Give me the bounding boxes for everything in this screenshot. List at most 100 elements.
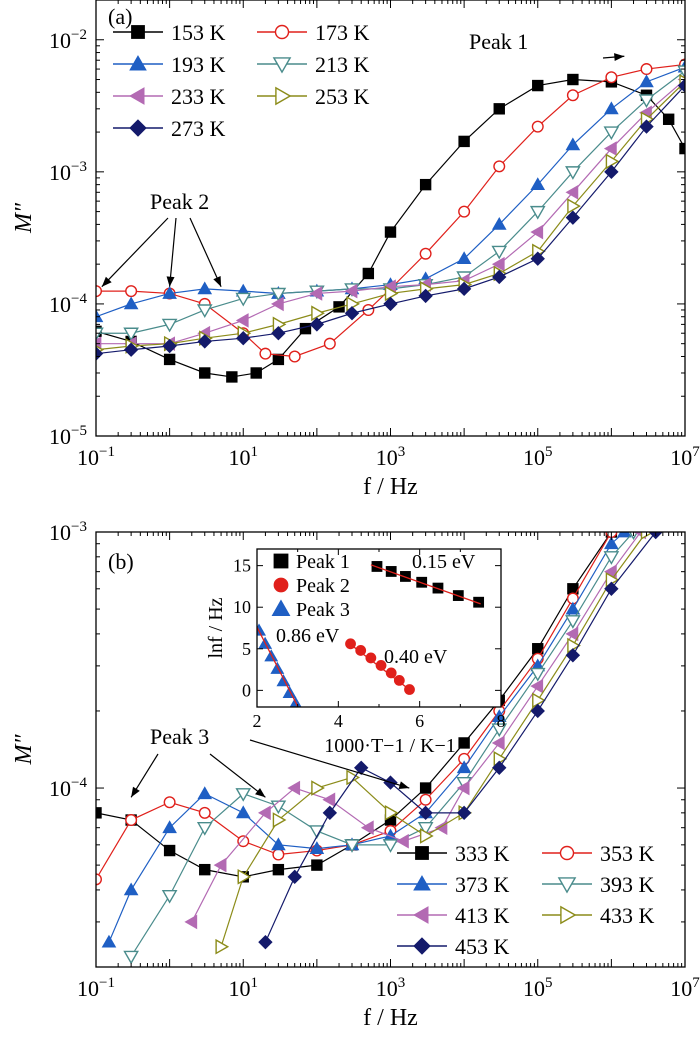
x-tick-label: 107 (670, 444, 700, 470)
inset-x-tick-label: 2 (253, 711, 262, 731)
y-axis-label: M″ (11, 734, 37, 766)
legend-marker (413, 875, 431, 891)
legend-label: 173 K (315, 20, 370, 45)
legend-label: 393 K (600, 872, 655, 897)
data-point (565, 184, 579, 200)
data-point (638, 94, 655, 109)
legend-label: 413 K (455, 903, 510, 928)
inset-legend-label: Peak 3 (296, 599, 350, 621)
y-axis-label: M″ (11, 202, 37, 234)
x-tick-label: 103 (376, 444, 406, 470)
data-point (529, 667, 546, 682)
data-point (163, 796, 176, 809)
legend-label: 453 K (455, 934, 510, 959)
legend-label: 213 K (315, 52, 370, 77)
data-point (491, 245, 508, 260)
data-point (235, 292, 252, 307)
data-point (272, 812, 287, 828)
data-point (677, 78, 685, 93)
legend-marker (129, 87, 145, 105)
data-point (491, 216, 507, 230)
inset-bg (257, 549, 501, 707)
legend-label: 353 K (600, 841, 655, 866)
data-point (458, 205, 471, 218)
annotation-arrow (209, 753, 266, 798)
data-point (604, 536, 619, 550)
data-point (259, 347, 272, 360)
inset-data-point (355, 645, 367, 656)
legend-marker (415, 846, 429, 860)
legend-label: 433 K (600, 903, 655, 928)
data-point (604, 101, 619, 115)
data-point (491, 256, 505, 272)
legend-marker (557, 877, 577, 894)
inset-legend-marker (273, 577, 289, 593)
data-point (309, 825, 325, 839)
series-line (96, 63, 685, 358)
inset-y-tick-label: 10 (233, 597, 251, 617)
legend-marker (129, 119, 147, 137)
annotation-arrow (189, 217, 222, 287)
inset-legend-marker (273, 553, 289, 569)
data-point (309, 317, 325, 332)
data-point (235, 313, 249, 328)
data-point (288, 350, 301, 363)
x-tick-label: 101 (229, 975, 259, 1001)
data-point (197, 334, 212, 349)
legend-label: 253 K (315, 84, 370, 109)
data-point (196, 822, 213, 836)
data-point (530, 678, 544, 694)
inset-data-point (375, 660, 387, 671)
data-point (603, 126, 620, 141)
inset-data-point (282, 685, 297, 698)
legend-item: 213 K (257, 52, 370, 77)
data-point (565, 210, 581, 225)
data-point (419, 793, 432, 806)
data-point (532, 692, 546, 709)
data-point (383, 296, 398, 312)
annotation-peak-1: Peak 1 (469, 29, 625, 62)
data-point (360, 820, 374, 836)
y-tick-label: 10−5 (49, 423, 87, 449)
data-point (530, 703, 545, 719)
legend-marker (129, 55, 147, 71)
data-point (309, 286, 323, 301)
series-233-K (96, 75, 685, 351)
data-point (418, 805, 433, 821)
data-point (311, 859, 323, 871)
data-point (196, 304, 213, 318)
data-point (662, 113, 675, 125)
data-point (237, 835, 250, 848)
data-point (603, 551, 620, 565)
data-point (96, 285, 102, 298)
inset-series-Peak-1 (370, 561, 485, 608)
annotation-label: Peak 1 (469, 29, 528, 54)
data-point (199, 863, 211, 876)
data-point (344, 283, 358, 299)
legend-marker (413, 906, 429, 924)
x-tick-label: 10−1 (77, 444, 115, 470)
legend-label: 193 K (171, 52, 226, 77)
data-point (323, 337, 336, 350)
data-point (226, 371, 238, 383)
annotation-label: Peak 2 (150, 189, 209, 214)
inset-data-point (393, 674, 405, 686)
legend-item: 433 K (542, 903, 655, 928)
annotation-arrow-head (255, 787, 266, 798)
data-point (565, 615, 581, 629)
data-point (456, 251, 472, 265)
legend-marker (275, 86, 292, 106)
data-point (492, 269, 507, 285)
legend-marker (559, 845, 575, 861)
data-point (491, 709, 507, 723)
data-point (419, 782, 432, 794)
inset-fit-line (370, 564, 481, 605)
data-point (311, 305, 325, 322)
data-point (419, 178, 432, 191)
data-point (199, 367, 211, 379)
activation-energy-label: 0.15 eV (412, 551, 476, 573)
data-point (271, 326, 286, 341)
data-point (565, 648, 581, 663)
data-point (565, 626, 579, 642)
y-tick-label: 10−3 (49, 159, 87, 185)
